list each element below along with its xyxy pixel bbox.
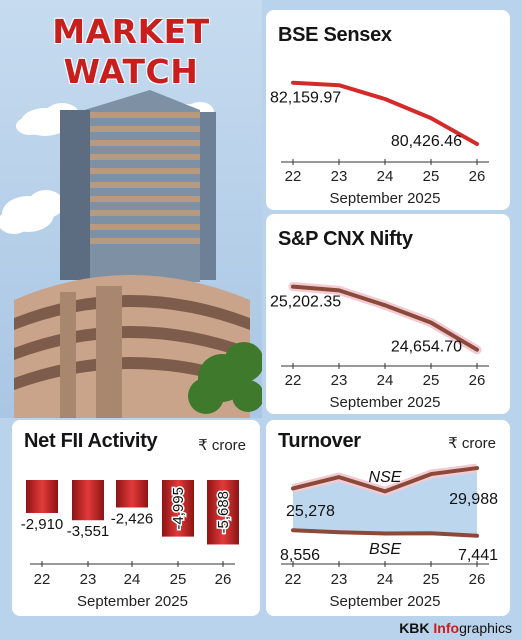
turnover-panel: Turnover ₹ crore NSE BSE 25,278 29,988 8,556… — [266, 420, 510, 616]
sensex-first-value-label: 82,159.97 — [270, 90, 341, 107]
fii-bar — [116, 480, 148, 508]
turnover-x-tick-label: 22 — [285, 571, 302, 588]
nifty-first-value-label: 25,202.35 — [270, 294, 341, 311]
turnover-title: Turnover — [278, 430, 361, 452]
turnover-chart: NSE BSE 25,278 29,988 8,556 7,441 22 23 24 25 26 Se… — [280, 463, 498, 610]
fii-bar-value-label: -2,426 — [111, 510, 154, 527]
fii-bar — [26, 480, 58, 513]
nifty-x-axis-label: September 2025 — [330, 394, 441, 411]
turnover-bse-last-label: 7,441 — [458, 547, 498, 564]
sensex-x-tick-label: 24 — [377, 168, 394, 185]
turnover-x-tick-label: 26 — [469, 571, 486, 588]
nifty-panel: S&P CNX Nifty 25,202.35 24,654.70 22 23 24 25… — [266, 214, 510, 414]
fii-bar-value-label: -2,910 — [21, 516, 64, 533]
fii-unit: ₹ crore — [198, 437, 246, 454]
turnover-nse-first-label: 25,278 — [286, 503, 335, 520]
footer-brand-accent: Info — [433, 620, 460, 636]
footer-credit: KBK Infographics — [399, 620, 512, 636]
turnover-x-tick-label: 23 — [331, 571, 348, 588]
fii-bar — [207, 480, 239, 545]
hero-title-line2: WATCH — [63, 52, 199, 91]
hero-background — [0, 0, 264, 418]
nifty-x-tick-label: 25 — [423, 372, 440, 389]
sensex-chart: 82,159.97 80,426.46 22 23 24 25 26 September 20… — [270, 80, 489, 207]
fii-bar — [162, 480, 194, 537]
fii-x-tick-label: 24 — [124, 571, 141, 588]
fii-panel: Net FII Activity ₹ crore -2,910 -3,551 -2,… — [12, 420, 260, 616]
nifty-x-tick-label: 22 — [285, 372, 302, 389]
sensex-title: BSE Sensex — [278, 24, 392, 46]
turnover-band-fill — [293, 468, 477, 536]
building-illustration — [0, 90, 264, 418]
sensex-panel: BSE Sensex 82,159.97 80,426.46 22 23 24 25 26 S… — [266, 10, 510, 210]
fii-x-tick-label: 22 — [34, 571, 51, 588]
fii-bar — [72, 480, 104, 521]
fii-x-tick-label: 23 — [80, 571, 97, 588]
footer-brand-suffix: graphics — [459, 620, 512, 636]
nifty-chart: 25,202.35 24,654.70 22 23 24 25 26 September 20… — [270, 282, 489, 411]
sensex-x-tick-label: 25 — [423, 168, 440, 185]
nifty-title: S&P CNX Nifty — [278, 228, 413, 250]
fii-x-tick-label: 26 — [215, 571, 232, 588]
sensex-x-tick-label: 26 — [469, 168, 486, 185]
fii-chart: -2,910 -3,551-2,426 -4,995 -5,688 22 23 24 25 26… — [19, 480, 239, 610]
turnover-x-axis-label: September 2025 — [330, 593, 441, 610]
sensex-x-tick-label: 22 — [285, 168, 302, 185]
turnover-bse-line — [291, 528, 479, 538]
fii-title: Net FII Activity — [24, 430, 158, 452]
sensex-x-axis-label: September 2025 — [330, 190, 441, 207]
fii-bar-value-label: -5,688 — [215, 491, 232, 534]
turnover-nse-last-label: 29,988 — [449, 491, 498, 508]
turnover-bse-first-label: 8,556 — [280, 547, 320, 564]
nifty-x-tick-label: 26 — [469, 372, 486, 389]
turnover-nse-line — [291, 466, 479, 494]
sensex-last-value-label: 80,426.46 — [391, 133, 462, 150]
nifty-x-tick-label: 24 — [377, 372, 394, 389]
hero-title-line1: MARKET — [52, 12, 210, 51]
fii-x-axis-label: September 2025 — [77, 593, 188, 610]
turnover-unit: ₹ crore — [448, 435, 496, 452]
nifty-x-tick-label: 23 — [331, 372, 348, 389]
turnover-nse-legend: NSE — [369, 469, 402, 486]
nifty-last-value-label: 24,654.70 — [391, 339, 462, 356]
nifty-series-line — [291, 284, 479, 352]
footer-brand: KBK — [399, 620, 430, 636]
turnover-x-tick-label: 24 — [377, 571, 394, 588]
fii-bar-value-label: -4,995 — [170, 487, 187, 530]
turnover-x-tick-label: 25 — [423, 571, 440, 588]
fii-bar-value-label: -3,551 — [67, 523, 110, 540]
turnover-bse-legend: BSE — [369, 541, 401, 558]
sensex-x-tick-label: 23 — [331, 168, 348, 185]
fii-x-tick-label: 25 — [170, 571, 187, 588]
sensex-series-line — [291, 80, 479, 146]
